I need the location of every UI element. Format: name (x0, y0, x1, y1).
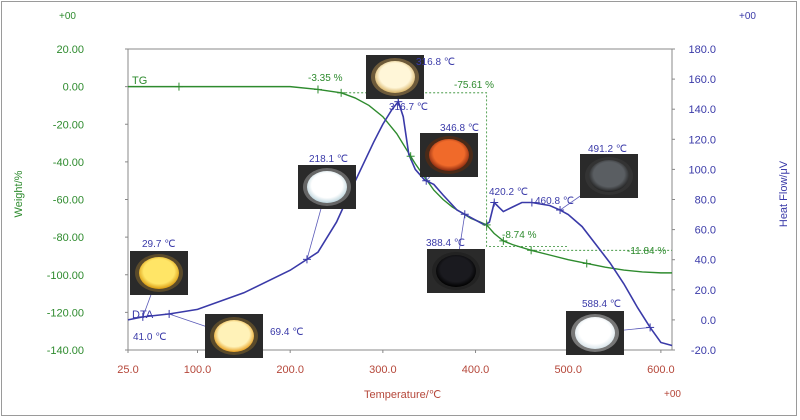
tg-dta-chart: 25.0 100.0 200.0 300.0 400.0 500.0 600.0 20.00 0… (13, 11, 790, 401)
annotation-step1-loss: -3.35 % (308, 73, 343, 84)
annotation-420-2: 420.2 ℃ (489, 187, 528, 198)
corner-label-top-left: +00 (59, 11, 76, 22)
y-left-tick-label: -40.00 (53, 157, 84, 169)
y-right-tick-label: 60.0 (695, 225, 716, 237)
curves (127, 85, 673, 347)
annotation-29-7: 29.7 ℃ (142, 239, 175, 250)
y-left-axis-title: Weight/% (13, 170, 25, 217)
y-right-tick-label: 140.0 (688, 104, 716, 116)
y-right-tick-label: 120.0 (688, 134, 716, 146)
y-left-tick-label: -120.00 (47, 307, 84, 319)
annotation-588-4: 588.4 ℃ (582, 299, 621, 310)
sample-dish-contents (575, 317, 615, 349)
y-left-tick-label: 20.00 (56, 44, 84, 56)
y-right-tick-label: 160.0 (688, 74, 716, 86)
y-right-axis-title: Heat Flow/μV (778, 160, 790, 227)
x-tick-label: 200.0 (276, 364, 304, 376)
annotation-photo-316-8: 316.8 ℃ (416, 57, 455, 68)
y-left-tick-label: -20.00 (53, 119, 84, 131)
y-right-tick-label: 80.0 (695, 195, 716, 207)
dta-series-label: DTA (132, 309, 154, 321)
sample-dish-contents (589, 160, 629, 192)
annotation-peak-316-7: 316.7 ℃ (389, 102, 428, 113)
y-left-tick-label: -140.00 (47, 345, 84, 357)
annotation-41-0: 41.0 ℃ (133, 332, 166, 343)
y-right-tick-label: 0.0 (701, 315, 716, 327)
x-tick-label: 100.0 (184, 364, 212, 376)
sample-photo (366, 55, 424, 99)
sample-dish-contents (214, 320, 254, 352)
tg-series-label: TG (132, 75, 147, 87)
annotation-491-2: 491.2 ℃ (588, 144, 627, 155)
sample-photo (298, 165, 356, 209)
curve-markers (138, 82, 655, 332)
sample-dish-contents (307, 171, 347, 203)
annotation-346-8: 346.8 ℃ (440, 123, 479, 134)
annotation-460-8: 460.8 ℃ (535, 196, 574, 207)
x-axis-title: Temperature/℃ (364, 389, 441, 401)
annotation-step3-loss: -8.74 % (502, 230, 537, 241)
corner-label-top-right: +00 (739, 11, 756, 22)
sample-photo (205, 314, 263, 358)
sample-photo (427, 249, 485, 293)
axis-ticks: 25.0 100.0 200.0 300.0 400.0 500.0 600.0 20.00 0… (47, 44, 716, 376)
y-right-tick-label: -20.0 (691, 345, 716, 357)
annotation-218-1: 218.1 ℃ (309, 154, 348, 165)
sample-photo (130, 251, 188, 295)
y-left-tick-label: -100.00 (47, 270, 84, 282)
sample-photos (130, 55, 638, 358)
tg-step-guide (486, 224, 569, 247)
x-tick-label: 600.0 (647, 364, 675, 376)
y-left-tick-label: -80.00 (53, 232, 84, 244)
x-tick-label: 400.0 (462, 364, 490, 376)
y-right-tick-label: 180.0 (688, 44, 716, 56)
annotation-step2-loss: -75.61 % (454, 80, 494, 91)
dta-curve (127, 100, 673, 347)
annotation-step4-loss: -11.84 % (627, 246, 666, 257)
sample-dish-contents (436, 255, 476, 287)
sample-photo (420, 133, 478, 177)
x-tick-label: 300.0 (369, 364, 397, 376)
sample-photo (580, 154, 638, 198)
sample-dish-contents (429, 139, 469, 171)
corner-label-bottom-right: +00 (664, 389, 681, 400)
text-labels: +00 +00 +00 Temperature/℃ Weight/% Heat … (13, 11, 790, 401)
y-left-tick-label: 0.00 (63, 82, 84, 94)
annotation-69-4: 69.4 ℃ (270, 327, 303, 338)
y-right-tick-label: 40.0 (695, 255, 716, 267)
y-right-tick-label: 100.0 (688, 164, 716, 176)
y-right-tick-label: 20.0 (695, 285, 716, 297)
annotation-388-4: 388.4 ℃ (426, 238, 465, 249)
y-left-tick-label: -60.00 (53, 195, 84, 207)
x-tick-label: 25.0 (117, 364, 138, 376)
sample-dish-contents (139, 257, 179, 289)
x-tick-label: 500.0 (554, 364, 582, 376)
sample-photo (566, 311, 624, 355)
sample-dish-contents (375, 61, 415, 93)
